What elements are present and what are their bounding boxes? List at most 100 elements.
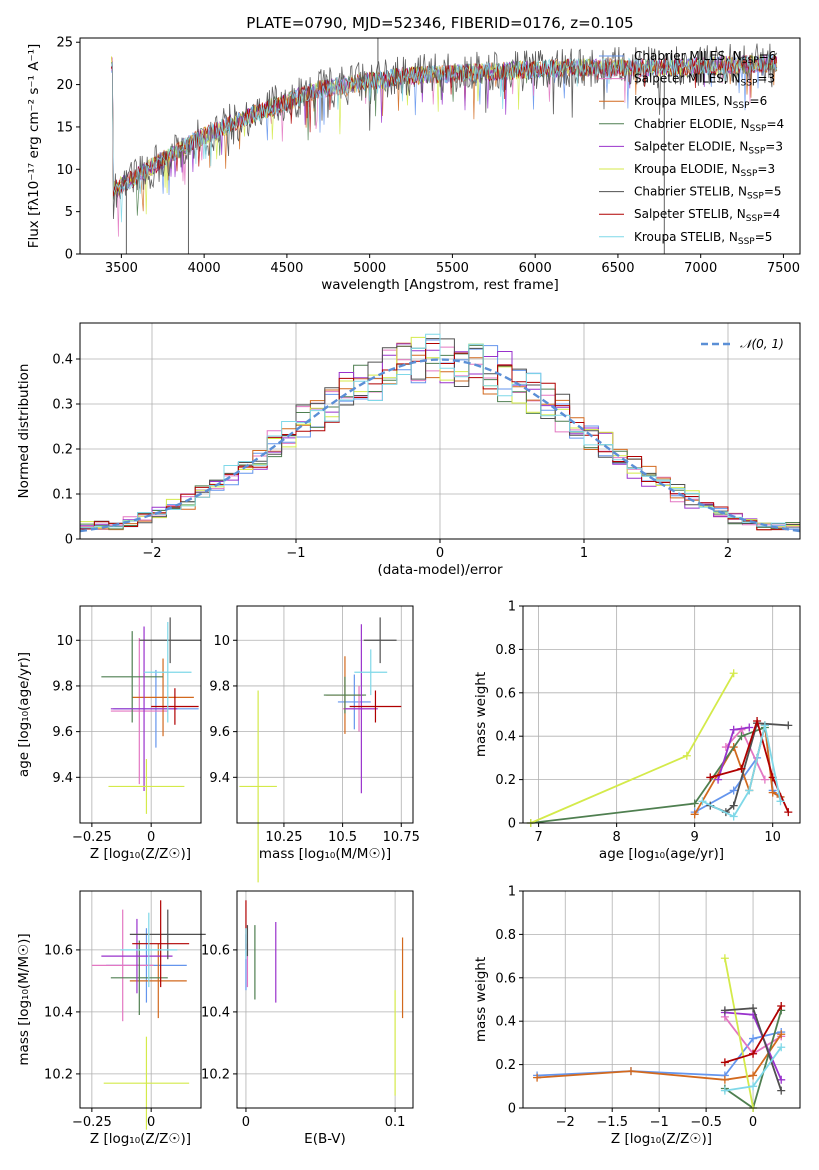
x-tick-label: 2 [724,546,732,561]
y-tick-label: 25 [56,36,73,51]
x-axis-label: mass [log₁₀(M/M☉)] [259,846,391,862]
mass-weight-vs-Z-marks [533,954,786,1112]
legend-entry: 𝒩(0, 1) [740,337,784,351]
axes-frame [79,37,801,255]
error-cross [349,690,402,723]
legend-entry: Chabrier STELIB, NSSP=5 [634,185,782,202]
plus-marker [698,797,707,806]
plus-marker [777,1030,786,1039]
plus-marker [682,751,691,760]
plus-marker [690,799,699,808]
x-axis-label: wavelength [Angstrom, rest frame] [321,277,559,293]
plus-marker [729,669,738,678]
y-tick-label: 9.8 [209,679,230,694]
y-axis-label: mass weight [473,957,489,1042]
plus-marker [777,1086,786,1095]
x-tick-label: 10 [764,830,781,845]
y-tick-label: 0.2 [52,443,73,458]
mass-weight-line [724,958,754,1109]
plus-marker [749,1034,758,1043]
spectrum-legend: Chabrier MILES, NSSP=6 Salpeter MILES, NS… [599,49,784,247]
x-tick-label: 10.75 [383,830,420,845]
axes-frame [236,605,414,824]
mass-vs-Z-panel: −0.25 0 10.2 10.4 10.6 Z [log₁₀(Z/Z☉)] mass [l… [16,890,206,1147]
mass-weight-vs-age-panel: 7 8 9 10 0 0.2 0.4 0.6 0.8 1 age [log₁₀(age/yr)] ma… [473,600,801,862]
error-cross [344,624,378,794]
y-tick-label: 0 [508,817,516,832]
x-axis-label: age [log₁₀(age/yr)] [599,846,724,862]
plus-marker [777,1075,786,1084]
legend-entry: Salpeter STELIB, NSSP=4 [634,207,780,224]
plus-marker [737,764,746,773]
y-tick-label: 0 [65,533,73,548]
error-cross [110,626,178,792]
y-tick-label: 0.4 [495,730,516,745]
x-tick-label: 1 [580,546,588,561]
mass-vs-Z-marks [91,900,206,1130]
y-tick-label: 0 [508,1102,516,1117]
y-axis-label: Flux [fλ10⁻¹⁷ erg cm⁻² s⁻¹ A⁻¹] [26,44,42,249]
x-tick-label: 0 [147,1115,155,1130]
x-axis-label: Z [log₁₀(Z/Z☉)] [90,1131,191,1147]
plus-marker [777,1002,786,1011]
x-tick-label: 6500 [601,261,634,276]
y-tick-label: 0.1 [52,488,73,503]
residual-histogram-marks [79,333,801,533]
y-tick-label: 0.8 [495,928,516,943]
legend-entry: Kroupa ELODIE, NSSP=3 [634,162,775,179]
x-tick-label: 3500 [105,261,138,276]
x-tick-label: 0.1 [385,1115,406,1130]
x-tick-label: 5000 [353,261,386,276]
y-tick-label: 0.4 [52,353,73,368]
x-tick-label: 7 [534,830,542,845]
y-tick-label: 9.6 [209,725,230,740]
histogram-step [80,336,800,529]
plus-marker [784,721,793,730]
y-tick-label: 0.3 [52,398,73,413]
plus-marker [720,1075,729,1084]
y-axis-label: mass weight [473,672,489,757]
y-tick-label: 10 [56,163,73,178]
error-cross [110,940,168,1015]
x-tick-label: 0 [242,1115,250,1130]
x-tick-label: −1 [650,1115,669,1130]
legend-entry: Kroupa STELIB, NSSP=5 [634,230,772,247]
error-cross [151,688,199,725]
plus-marker [784,808,793,817]
x-tick-label: 10.5 [328,830,357,845]
x-tick-label: −0.5 [690,1115,722,1130]
x-axis-label: Z [log₁₀(Z/Z☉)] [90,846,191,862]
error-cross [129,943,187,1019]
x-tick-label: 8 [612,830,620,845]
error-cross [144,621,192,723]
histogram-step [80,333,800,529]
y-tick-label: 9.6 [52,725,73,740]
spectrum-line [111,54,778,223]
plus-marker [720,1006,729,1015]
y-axis-label: mass [log₁₀(M/M☉)] [16,933,32,1065]
age-vs-Z-marks [101,617,201,814]
y-tick-label: 9.4 [52,771,73,786]
plus-marker [729,812,738,821]
error-cross [132,658,194,737]
error-cross [108,759,185,814]
error-cross [129,909,206,960]
x-tick-label: −1.5 [596,1115,628,1130]
histogram-legend: 𝒩(0, 1) [701,337,784,351]
axes-frame [79,890,202,1109]
plus-marker [626,1067,635,1076]
plus-marker [729,801,738,810]
y-tick-label: 10.4 [201,1005,230,1020]
legend-entry: Chabrier ELODIE, NSSP=4 [634,117,784,134]
y-tick-label: 0.6 [495,686,516,701]
plus-marker [729,725,738,734]
x-tick-label: 4500 [270,261,303,276]
y-tick-label: 10 [213,634,230,649]
error-cross [101,918,173,994]
y-tick-label: 0.2 [495,773,516,788]
plus-marker [737,732,746,741]
plus-marker [729,786,738,795]
gaussian-curve [79,358,801,533]
error-cross [363,617,397,664]
